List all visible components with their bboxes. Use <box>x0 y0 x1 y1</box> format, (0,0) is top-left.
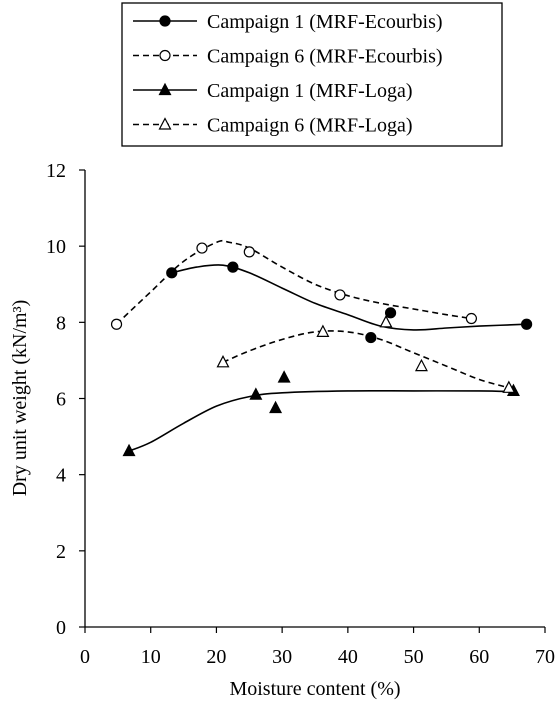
legend-box <box>121 2 503 147</box>
markers <box>110 242 533 457</box>
series-2-point <box>334 289 346 301</box>
axes: 0 10 20 30 40 50 60 70 0 2 4 6 8 10 12 <box>46 160 555 668</box>
curves <box>115 239 527 452</box>
series-4-point <box>316 324 330 337</box>
x-tick-label: 20 <box>206 646 226 668</box>
legend-marker <box>159 49 171 62</box>
x-tick-label: 50 <box>404 646 424 668</box>
y-tick-label: 10 <box>46 236 66 258</box>
series-1-point <box>384 307 397 319</box>
x-tick-label: 40 <box>338 646 358 668</box>
legend-marker <box>159 15 171 27</box>
x-tick-label: 0 <box>80 646 90 668</box>
x-axis-title: Moisture content (%) <box>229 678 400 700</box>
series-2-point <box>110 318 123 330</box>
y-tick-label: 0 <box>56 617 66 639</box>
series-2-point <box>243 246 255 258</box>
legend-label: Campaign 1 (MRF-Loga) <box>207 80 413 102</box>
series-1-point <box>520 318 533 330</box>
series-4-point <box>379 315 393 328</box>
series-2-point <box>196 242 208 254</box>
series-3-point <box>269 400 283 414</box>
series-3-point <box>249 387 263 400</box>
y-tick-label: 2 <box>56 541 66 563</box>
y-tick-label: 4 <box>56 465 66 487</box>
series-1-point <box>166 267 178 279</box>
series-1-point <box>227 261 239 273</box>
x-tick-label: 10 <box>141 646 161 668</box>
legend-marker <box>158 82 172 96</box>
y-tick-label: 12 <box>46 160 66 182</box>
x-tick-label: 30 <box>272 646 292 668</box>
series-4-point <box>414 358 428 372</box>
series-1-curve <box>171 264 527 331</box>
y-tick-label: 8 <box>56 312 66 334</box>
x-tick-label: 60 <box>469 646 489 668</box>
x-tick-label: 70 <box>535 646 555 668</box>
legend-label: Campaign 6 (MRF-Ecourbis) <box>207 46 443 68</box>
series-4-point <box>216 355 230 368</box>
series-1-point <box>365 331 377 344</box>
series-4-curve <box>222 330 510 389</box>
y-axis-title: Dry unit weight (kN/m³) <box>9 300 31 497</box>
legend-marker <box>158 117 172 130</box>
legend-label: Campaign 1 (MRF-Ecourbis) <box>207 11 443 33</box>
legend: Campaign 1 (MRF-Ecourbis) Campaign 6 (MRF… <box>121 2 503 147</box>
series-3-point <box>277 370 291 383</box>
series-3-curve <box>128 389 514 452</box>
series-2-curve <box>115 239 472 325</box>
y-tick-label: 6 <box>56 389 66 411</box>
series-4-point <box>502 380 516 393</box>
legend-label: Campaign 6 (MRF-Loga) <box>207 115 413 137</box>
series-2-point <box>465 312 477 325</box>
series-3-point <box>122 443 136 457</box>
